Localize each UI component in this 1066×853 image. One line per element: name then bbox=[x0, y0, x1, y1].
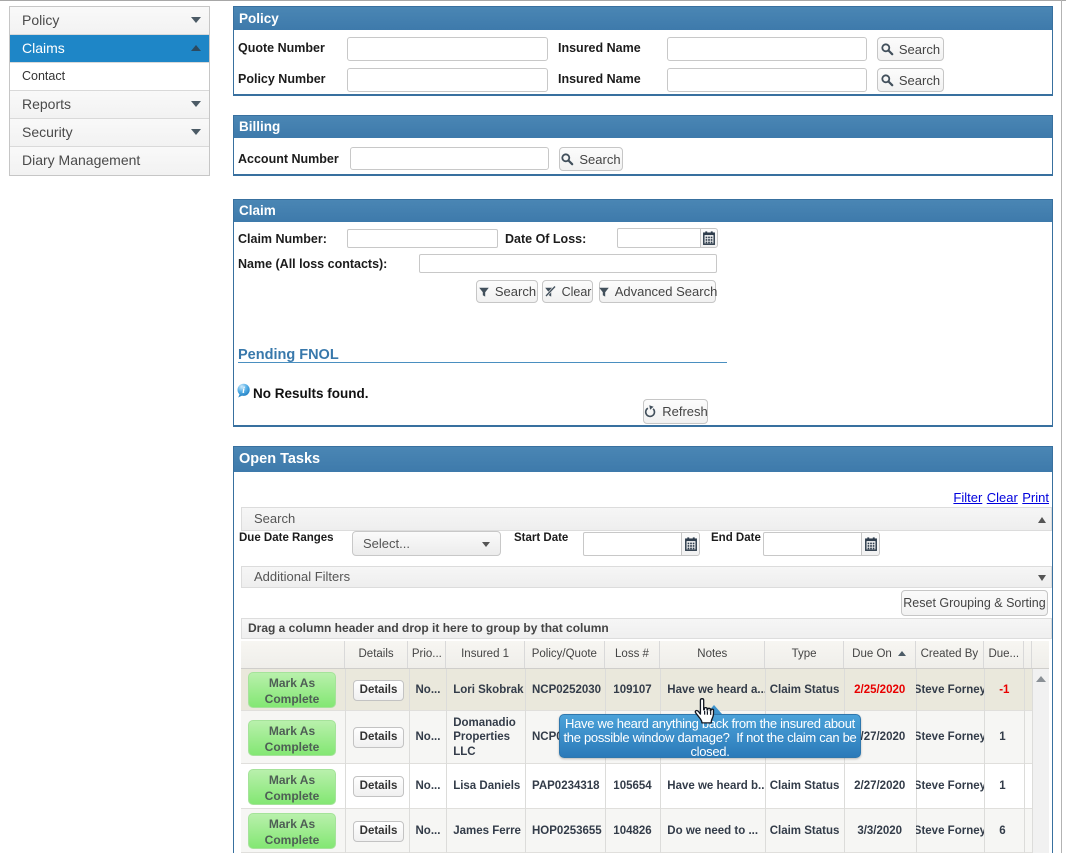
svg-text:i: i bbox=[242, 386, 245, 396]
